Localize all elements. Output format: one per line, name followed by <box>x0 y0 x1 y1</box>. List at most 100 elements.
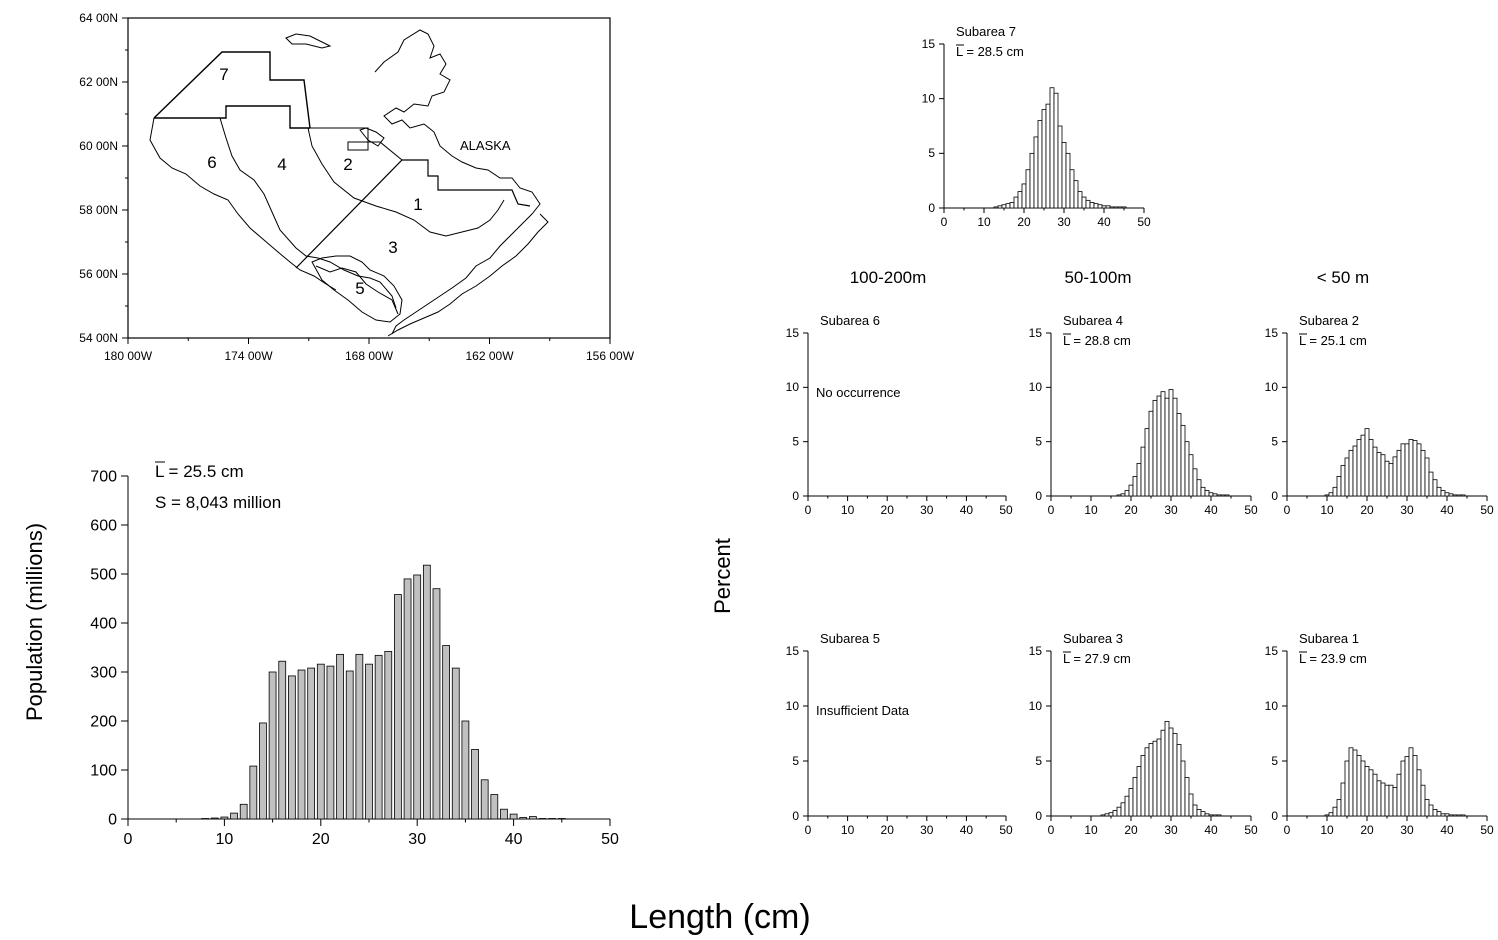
x-tick-label: 30 <box>1057 215 1071 229</box>
histogram-bar <box>1424 457 1430 497</box>
histogram-bar <box>1041 109 1047 209</box>
map-subarea-number: 5 <box>355 279 364 298</box>
x-tick-label: 20 <box>1017 215 1031 229</box>
map-lon-ticks: 180 00W 174 00W 168 00W 162 00W 156 00W <box>104 338 635 363</box>
histogram-bar <box>1436 486 1442 497</box>
histogram-bar <box>490 794 499 820</box>
histogram-bar <box>1172 397 1178 497</box>
x-tick-label: 30 <box>920 823 934 837</box>
histogram-bar <box>1148 743 1154 817</box>
histogram-bar <box>471 749 479 820</box>
y-tick-label: 0 <box>928 201 935 215</box>
histogram-bar <box>1356 755 1362 817</box>
histogram-bar <box>997 205 1003 209</box>
histogram-bar <box>1021 183 1027 209</box>
x-tick-label: 30 <box>1400 503 1414 517</box>
histogram-bar <box>1128 484 1134 497</box>
histogram-bar <box>1328 492 1334 497</box>
histogram-bar <box>1380 454 1386 497</box>
y-tick-label: 5 <box>1271 435 1278 449</box>
histogram-bar <box>1168 727 1174 817</box>
panel-title: Subarea 5 <box>820 631 880 646</box>
x-tick-label: 30 <box>920 503 934 517</box>
histogram-bar <box>1344 760 1350 817</box>
x-tick-label: 10 <box>977 215 991 229</box>
x-tick-label: 0 <box>1284 823 1291 837</box>
histogram-bar <box>1368 769 1374 817</box>
histogram-bar <box>1132 777 1138 817</box>
histogram-bar <box>1332 806 1338 817</box>
histogram-bar <box>1192 468 1198 497</box>
x-tick-label: 40 <box>1204 823 1218 837</box>
histogram-bar <box>1396 773 1402 817</box>
x-tick-label: 50 <box>1244 823 1258 837</box>
histogram-bar <box>1184 441 1190 497</box>
y-tick-label: 15 <box>1265 326 1279 340</box>
map-lon-label: 156 00W <box>586 349 635 363</box>
alaska-peninsula <box>387 213 549 337</box>
histogram-bar <box>1384 784 1390 817</box>
map-lat-label: 54 00N <box>79 331 118 345</box>
map-subarea-numbers: 7 6 4 2 1 3 5 <box>207 65 422 298</box>
x-tick-label: 40 <box>960 503 974 517</box>
y-tick-label: 10 <box>1265 380 1279 394</box>
histogram-bar <box>451 667 460 820</box>
histogram-bar <box>1148 410 1154 497</box>
x-tick-label: 50 <box>1244 503 1258 517</box>
histogram-bar <box>1444 492 1450 497</box>
histogram-bar <box>1408 747 1414 817</box>
histogram-bar <box>1112 810 1118 817</box>
y-tick-label: 200 <box>90 714 117 731</box>
histogram-bar <box>1452 814 1458 817</box>
map-lon-label: 180 00W <box>104 349 153 363</box>
histogram-bar <box>259 722 267 820</box>
histogram-bar <box>1440 813 1446 817</box>
histogram-bar <box>1436 811 1442 817</box>
histogram-bar <box>1116 494 1122 497</box>
histogram-bar <box>1053 92 1059 209</box>
histogram-bar <box>1061 141 1067 209</box>
histogram-bar <box>1420 784 1426 817</box>
panel-mean: L = 27.9 cm <box>1063 651 1131 666</box>
map-lat-label: 56 00N <box>79 267 118 281</box>
depth-label-50-100m: 50-100m <box>1064 268 1131 287</box>
histogram-bar <box>1376 452 1382 497</box>
histogram-bar <box>1180 424 1186 497</box>
histogram-bar <box>1057 125 1063 209</box>
histogram-bar <box>1196 479 1202 497</box>
x-tick-label: 40 <box>960 823 974 837</box>
histogram-bar <box>1121 206 1127 209</box>
x-tick-label: 0 <box>1048 823 1055 837</box>
histogram-bar <box>1404 443 1410 497</box>
x-tick-label: 20 <box>1124 503 1138 517</box>
y-tick-label: 0 <box>792 489 799 503</box>
panel-note: No occurrence <box>816 385 901 400</box>
histogram-bar <box>1456 494 1462 497</box>
map-lon-label: 162 00W <box>465 349 514 363</box>
subarea-5-outline <box>311 255 403 323</box>
y-tick-label: 10 <box>786 699 800 713</box>
map-lat-ticks: 64 00N 62 00N 60 00N 58 00N 56 00N 54 00N <box>79 11 128 345</box>
histogram-bar <box>1392 787 1398 817</box>
y-tick-label: 5 <box>1035 754 1042 768</box>
histogram-bar <box>403 578 412 820</box>
y-tick-label: 15 <box>786 644 800 658</box>
histogram-bar <box>220 816 229 820</box>
subarea-divider <box>295 159 531 269</box>
x-tick-label: 20 <box>1124 823 1138 837</box>
x-tick-label: 40 <box>1204 503 1218 517</box>
histogram-bar <box>1364 428 1370 497</box>
histogram-bar <box>1416 443 1422 497</box>
histogram-bar <box>432 588 441 820</box>
x-tick-label: 0 <box>1284 503 1291 517</box>
x-tick-label: 30 <box>1164 503 1178 517</box>
panel-mean: L = 23.9 cm <box>1299 651 1367 666</box>
x-tick-label: 40 <box>1440 503 1454 517</box>
histogram-bar <box>384 651 393 820</box>
y-tick-label: 600 <box>90 518 117 535</box>
histogram-bar <box>519 817 528 820</box>
x-tick-label: 10 <box>216 831 234 848</box>
histogram-bar <box>1025 169 1031 209</box>
panel-subarea6: 0 10 20 30 40 50 0 5 10 15 Subarea 6 No occurrence <box>786 313 1013 517</box>
histogram-bar <box>1037 120 1043 209</box>
